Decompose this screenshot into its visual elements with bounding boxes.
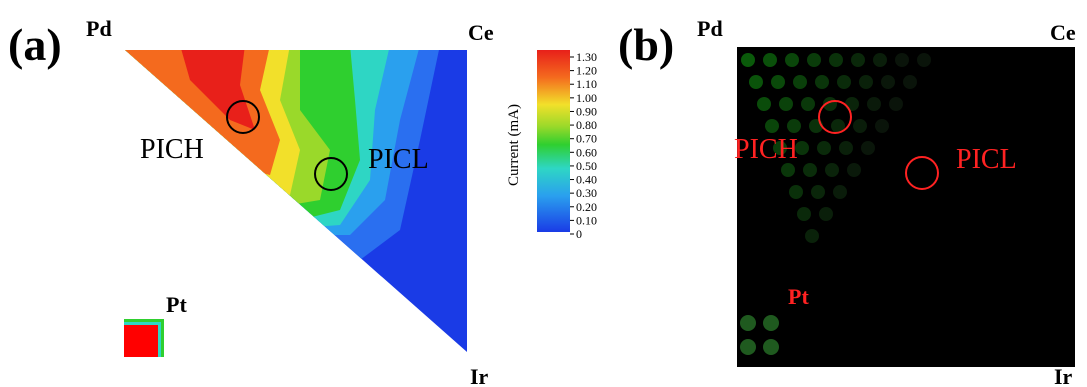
colorbar [537, 50, 570, 232]
region-label: PICH [734, 134, 798, 165]
colorbar-tick-label: 0.50 [576, 159, 597, 173]
spot [765, 119, 779, 133]
spot [875, 119, 889, 133]
corner-label: Ce [1050, 20, 1076, 45]
corner-label: Pd [697, 16, 723, 41]
colorbar-tick-label: 0.80 [576, 118, 597, 132]
spot [873, 53, 887, 67]
spot [903, 75, 917, 89]
spot [859, 75, 873, 89]
spot [789, 185, 803, 199]
region-label: PICL [956, 144, 1017, 175]
colorbar-tick-label: 0 [576, 227, 582, 241]
spot [740, 315, 756, 331]
spot [837, 75, 851, 89]
spot [779, 97, 793, 111]
spot [763, 315, 779, 331]
sample-label: Pt [166, 292, 187, 317]
spot [815, 75, 829, 89]
fluorescence-image [737, 47, 1075, 367]
colorbar-tick-label: 0.10 [576, 213, 597, 227]
spot [781, 163, 795, 177]
spot [757, 97, 771, 111]
spot [793, 75, 807, 89]
colorbar-tick-label: 0.30 [576, 186, 597, 200]
colorbar-tick-label: 0.70 [576, 132, 597, 146]
spot [801, 97, 815, 111]
spot [741, 53, 755, 67]
colorbar-ticks: 1.301.201.101.000.900.800.700.600.500.40… [570, 50, 597, 241]
region-label: PICL [368, 144, 429, 175]
colorbar-tick-label: 0.20 [576, 200, 597, 214]
spot [811, 185, 825, 199]
spot [771, 75, 785, 89]
spot [853, 119, 867, 133]
spot [825, 163, 839, 177]
spot [851, 53, 865, 67]
panel-label: (b) [618, 19, 674, 70]
spot [807, 53, 821, 67]
spot [917, 53, 931, 67]
spot [817, 141, 831, 155]
corner-label: Ir [470, 364, 489, 387]
sample-square [124, 325, 158, 357]
corner-label: Ce [468, 20, 494, 45]
colorbar-tick-label: 0.90 [576, 104, 597, 118]
region-label: PICH [140, 134, 204, 165]
colorbar-tick-label: 1.00 [576, 91, 597, 105]
corner-label: Ir [1054, 364, 1073, 387]
spot [819, 207, 833, 221]
corner-label: Pd [86, 16, 112, 41]
spot [881, 75, 895, 89]
spot [889, 97, 903, 111]
spot [803, 163, 817, 177]
spot [867, 97, 881, 111]
spot [749, 75, 763, 89]
spot [785, 53, 799, 67]
spot [847, 163, 861, 177]
spot [833, 185, 847, 199]
colorbar-tick-label: 0.40 [576, 173, 597, 187]
colorbar-title: Current (mA) [506, 104, 522, 186]
spot [895, 53, 909, 67]
spot [805, 229, 819, 243]
spot [839, 141, 853, 155]
spot [740, 339, 756, 355]
spot [787, 119, 801, 133]
colorbar-tick-label: 1.10 [576, 77, 597, 91]
spot [861, 141, 875, 155]
figure: (a) Pd Ce Ir PICH PICL Pt Current (mA) 1… [0, 0, 1087, 387]
contour-map [120, 45, 480, 365]
sample-label: Pt [788, 284, 809, 309]
spot [797, 207, 811, 221]
spot [829, 53, 843, 67]
colorbar-tick-label: 1.20 [576, 64, 597, 78]
panel-label: (a) [8, 19, 62, 70]
spot [845, 97, 859, 111]
colorbar-tick-label: 1.30 [576, 50, 597, 64]
spot [763, 339, 779, 355]
colorbar-tick-label: 0.60 [576, 145, 597, 159]
spot [763, 53, 777, 67]
